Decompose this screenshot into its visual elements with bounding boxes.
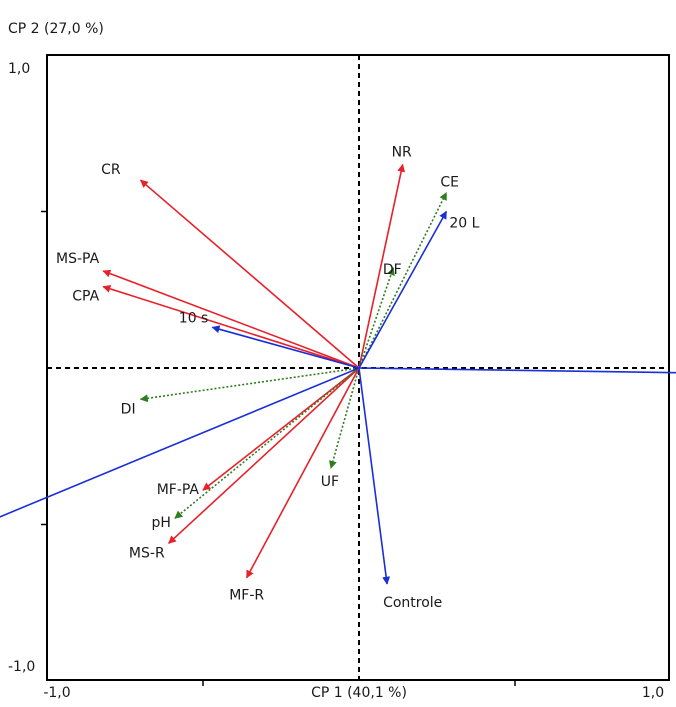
y-tick-label-bottom: -1,0 (8, 659, 35, 675)
vector-10-l (358, 367, 676, 374)
vector-label-nr: NR (392, 145, 412, 161)
vector-label-ph: pH (151, 515, 170, 531)
vector-cpa (102, 284, 360, 369)
vector-20-l (358, 210, 448, 369)
vector-ce (358, 192, 448, 369)
vector-cr (139, 179, 360, 369)
vector-label-ce: CE (440, 175, 459, 191)
vector-label-ms-r: MS-R (129, 545, 165, 561)
biplot-vectors: CR MS-PA CPA NR MF-PA MS-R MF-R CE DF DI pH UF 20 L 1… (0, 145, 676, 611)
vector-10-s (211, 325, 360, 369)
vector-label-mf-pa: MF-PA (157, 482, 200, 498)
vector-label-df: DF (383, 262, 402, 278)
vector-label-cpa: CPA (72, 289, 99, 305)
axis-ticks (41, 210, 516, 686)
vector-label-10-s: 10 s (179, 310, 209, 326)
vector-di (139, 367, 360, 403)
x-tick-label-left: -1,0 (43, 685, 70, 701)
vector-label-uf: UF (321, 474, 339, 490)
vector-nr (358, 163, 406, 369)
vector-ms-pa (102, 269, 360, 369)
x-axis-title: CP 1 (40,1 %) (311, 685, 407, 701)
vector-label-mf-r: MF-R (229, 588, 264, 604)
vector-label-ms-pa: MS-PA (56, 251, 100, 267)
vector-df (358, 267, 395, 369)
vector-mf-r (245, 367, 360, 579)
vector-20-s (0, 367, 360, 518)
vector-label-controle: Controle (383, 595, 442, 611)
vector-controle (358, 367, 391, 585)
x-tick-label-right: 1,0 (642, 685, 664, 701)
vector-uf (329, 367, 360, 469)
vector-label-di: DI (121, 401, 136, 417)
vector-label-cr: CR (101, 162, 121, 178)
y-tick-label-top: 1,0 (8, 61, 30, 77)
vector-ms-r (168, 367, 360, 544)
vector-label-20-l: 20 L (449, 216, 479, 232)
y-axis-title: CP 2 (27,0 %) (8, 21, 104, 37)
